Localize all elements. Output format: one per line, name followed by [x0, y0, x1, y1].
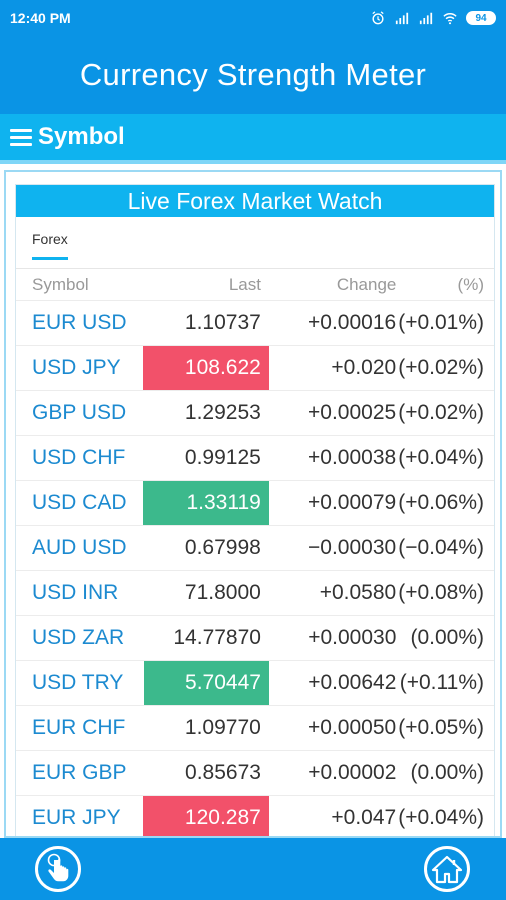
wifi-icon — [443, 13, 457, 25]
symbol-cell: AUD USD — [32, 536, 127, 559]
symbol-cell: USD TRY — [32, 671, 124, 694]
percent-cell: (0.00%) — [410, 761, 484, 784]
table-body: EUR USD 1.10737 +0.00016 (+0.01%) USD JPY 108… — [16, 301, 494, 836]
table-row[interactable]: EUR JPY 120.287 +0.047 (+0.04%) — [16, 796, 494, 836]
percent-cell: (+0.06%) — [398, 491, 484, 514]
symbol-toolbar: Symbol — [0, 114, 506, 164]
last-price-cell: 0.85673 — [185, 761, 261, 784]
last-price-cell: 14.77870 — [173, 626, 261, 649]
last-price-cell: 120.287 — [143, 796, 269, 836]
percent-cell: (0.00%) — [410, 626, 484, 649]
symbol-label[interactable]: Symbol — [38, 123, 125, 150]
symbol-cell: EUR GBP — [32, 761, 127, 784]
symbol-cell: USD CAD — [32, 491, 127, 514]
table-row[interactable]: USD JPY 108.622 +0.020 (+0.02%) — [16, 346, 494, 391]
last-price-cell: 1.29253 — [184, 401, 261, 424]
hamburger-menu-icon[interactable] — [10, 128, 32, 146]
header-percent: (%) — [457, 274, 484, 294]
status-icons: 94 — [370, 11, 496, 25]
change-cell: +0.00050 — [308, 716, 397, 739]
table-row[interactable]: USD CAD 1.33119 +0.00079 (+0.06%) — [16, 481, 494, 526]
table-row[interactable]: GBP USD 1.29253 +0.00025 (+0.02%) — [16, 391, 494, 436]
percent-cell: (+0.04%) — [398, 446, 484, 469]
table-header: Symbol Last Change (%) — [16, 269, 494, 301]
percent-cell: (−0.04%) — [398, 536, 484, 559]
table-row[interactable]: USD CHF 0.99125 +0.00038 (+0.04%) — [16, 436, 494, 481]
battery-icon: 94 — [466, 11, 496, 25]
symbol-cell: EUR CHF — [32, 716, 126, 739]
symbol-cell: EUR USD — [32, 311, 127, 334]
change-cell: +0.047 — [331, 806, 397, 829]
change-cell: −0.00030 — [308, 536, 397, 559]
change-cell: +0.00642 — [308, 671, 397, 694]
header-last: Last — [228, 274, 261, 294]
alarm-icon — [372, 11, 384, 25]
app-title: Currency Strength Meter — [79, 57, 427, 92]
status-bar: 12:40 PM 94 — [0, 0, 506, 36]
table-row[interactable]: EUR USD 1.10737 +0.00016 (+0.01%) — [16, 301, 494, 346]
signal-icon — [395, 12, 409, 25]
symbol-cell: USD CHF — [32, 446, 126, 469]
table-row[interactable]: EUR GBP 0.85673 +0.00002 (0.00%) — [16, 751, 494, 796]
change-cell: +0.00025 — [308, 401, 397, 424]
last-price-cell: 71.8000 — [184, 581, 261, 604]
symbol-cell: GBP USD — [32, 401, 127, 424]
change-cell: +0.0580 — [319, 581, 397, 604]
change-cell: +0.020 — [331, 356, 397, 379]
table-row[interactable]: AUD USD 0.67998 −0.00030 (−0.04%) — [16, 526, 494, 571]
card-title: Live Forex Market Watch — [16, 185, 494, 217]
forex-table: Symbol Last Change (%) EUR USD 1.10737 +0.… — [16, 269, 494, 836]
symbol-cell: USD INR — [32, 581, 119, 604]
symbol-cell: EUR JPY — [32, 806, 121, 829]
symbol-cell: USD JPY — [32, 356, 121, 379]
home-button[interactable] — [424, 846, 470, 892]
content-panel: Live Forex Market Watch Forex Symbol Las… — [4, 170, 502, 838]
symbol-cell: USD ZAR — [32, 626, 125, 649]
change-cell: +0.00002 — [308, 761, 397, 784]
header-symbol: Symbol — [32, 274, 89, 294]
home-icon — [431, 855, 463, 884]
percent-cell: (+0.04%) — [398, 806, 484, 829]
market-watch-card: Live Forex Market Watch Forex Symbol Las… — [15, 184, 495, 836]
percent-cell: (+0.11%) — [399, 671, 484, 694]
touch-hand-icon — [47, 853, 69, 882]
table-row[interactable]: USD INR 71.8000 +0.0580 (+0.08%) — [16, 571, 494, 616]
percent-cell: (+0.08%) — [398, 581, 484, 604]
last-price-cell: 1.09770 — [184, 716, 261, 739]
app-title-bar: Currency Strength Meter — [0, 36, 506, 114]
change-cell: +0.00079 — [308, 491, 397, 514]
last-price-cell: 1.10737 — [184, 311, 261, 334]
change-cell: +0.00016 — [308, 311, 397, 334]
table-row[interactable]: USD ZAR 14.77870 +0.00030 (0.00%) — [16, 616, 494, 661]
table-row[interactable]: USD TRY 5.70447 +0.00642 (+0.11%) — [16, 661, 494, 706]
table-row[interactable]: EUR CHF 1.09770 +0.00050 (+0.05%) — [16, 706, 494, 751]
header-change: Change — [336, 274, 397, 294]
tab-bar: Forex — [16, 217, 494, 269]
percent-cell: (+0.02%) — [398, 401, 484, 424]
touch-hand-button[interactable] — [35, 846, 81, 892]
change-cell: +0.00038 — [308, 446, 397, 469]
change-cell: +0.00030 — [308, 626, 397, 649]
status-time: 12:40 PM — [10, 10, 71, 26]
last-price-cell: 0.67998 — [184, 536, 261, 559]
last-price-cell: 108.622 — [143, 346, 269, 390]
last-price-cell: 0.99125 — [184, 446, 261, 469]
percent-cell: (+0.01%) — [398, 311, 484, 334]
percent-cell: (+0.05%) — [398, 716, 484, 739]
last-price-cell: 1.33119 — [143, 481, 269, 525]
signal-icon — [419, 12, 433, 25]
bottom-nav — [0, 838, 506, 900]
percent-cell: (+0.02%) — [398, 356, 484, 379]
tab-forex[interactable]: Forex — [32, 231, 68, 260]
last-price-cell: 5.70447 — [143, 661, 269, 705]
